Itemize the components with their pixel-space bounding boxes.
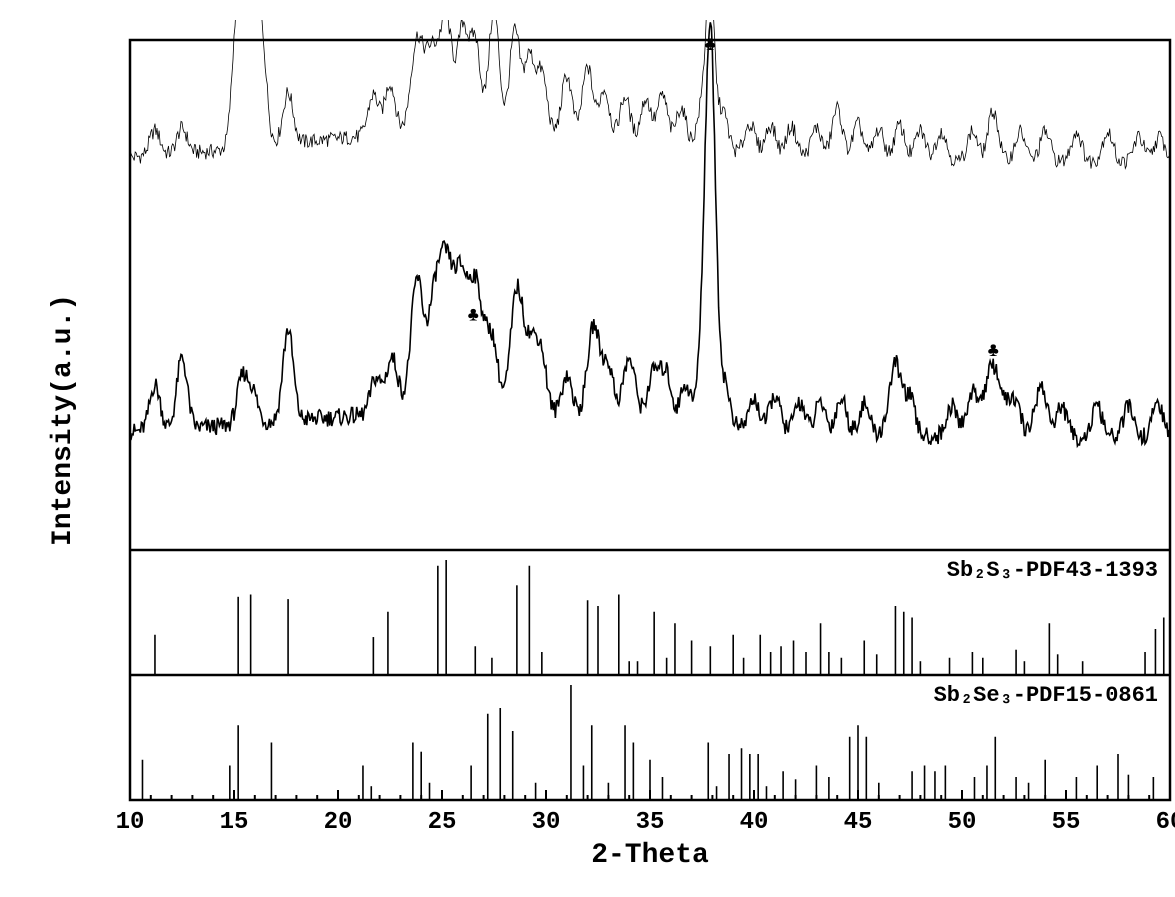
x-tick-label: 60 bbox=[1156, 809, 1175, 836]
xrd-trace-lower bbox=[130, 22, 1170, 446]
chart-svg: 10 15 20 25 30 35 40 45 50 55 60 2-Theta Intensity(a… bbox=[20, 20, 1175, 897]
x-tick-label: 45 bbox=[844, 809, 873, 836]
x-tick-label: 20 bbox=[324, 809, 353, 836]
x-tick-label: 40 bbox=[740, 809, 769, 836]
x-tick-label: 35 bbox=[636, 809, 665, 836]
xrd-trace-upper bbox=[130, 20, 1170, 169]
x-tick-label: 10 bbox=[116, 809, 145, 836]
x-tick-label: 25 bbox=[428, 809, 457, 836]
peak-marker-icon: ♣ bbox=[987, 340, 999, 363]
x-tick-label: 55 bbox=[1052, 809, 1081, 836]
x-axis-label: 2-Theta bbox=[591, 840, 709, 871]
ref-label-top: Sb₂S₃-PDF43-1393 bbox=[947, 558, 1158, 583]
ref-label-bot: Sb₂Se₃-PDF15-0861 bbox=[934, 683, 1158, 708]
peak-marker-icon: ♣ bbox=[467, 305, 479, 328]
x-tick-label: 50 bbox=[948, 809, 977, 836]
peak-marker-icon: ♣ bbox=[704, 34, 716, 57]
x-tick-label: 15 bbox=[220, 809, 249, 836]
xrd-chart: 10152025303540455055602-ThetaIntensity(a… bbox=[20, 20, 1155, 857]
x-tick-label: 30 bbox=[532, 809, 561, 836]
y-axis-label: Intensity(a.u.) bbox=[48, 294, 79, 546]
